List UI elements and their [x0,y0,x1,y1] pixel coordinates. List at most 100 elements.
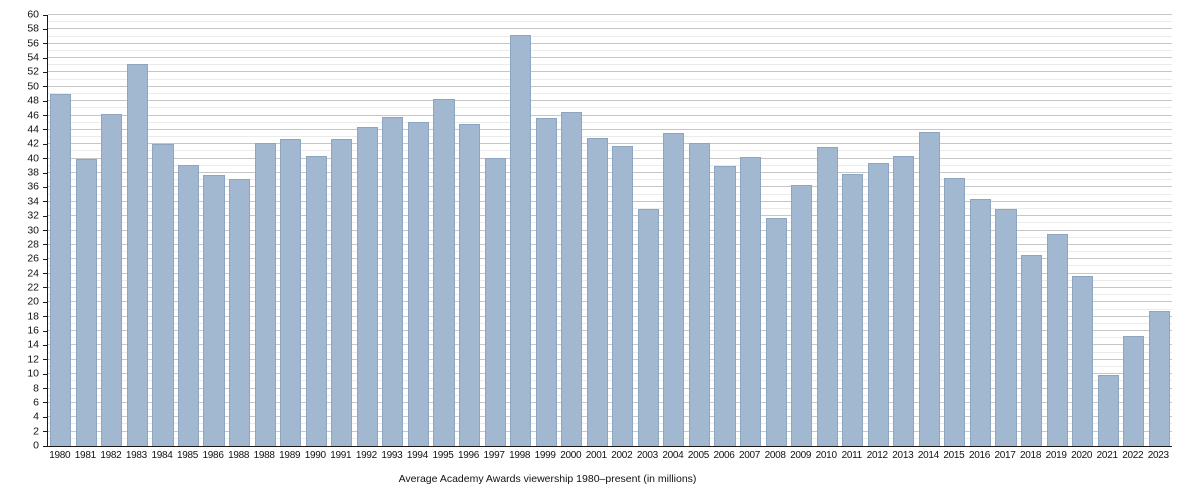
bar-slot-2013 [891,15,917,446]
y-tick-mark [42,186,47,188]
bar-slot-1985 [176,15,202,446]
bar-slot-2011 [840,15,866,446]
bar-slot-2016 [968,15,994,446]
bar-slot-1998 [508,15,534,446]
y-tick-label: 34 [27,195,39,208]
bar-1985 [177,165,200,446]
bar-2017 [995,209,1017,446]
y-tick-mark [42,258,47,260]
bar-slot-1999 [533,15,559,446]
y-tick-label: 4 [33,410,39,423]
y-tick-label: 10 [27,367,39,380]
y-tick-mark [42,230,47,231]
bar-slot-2006 [712,15,738,446]
x-tick-label: 2021 [1096,450,1118,461]
bar-slot-2015 [942,15,968,446]
y-tick-mark [42,330,47,332]
bar-slot-2000 [559,15,585,446]
x-tick-label: 1980 [49,450,71,461]
x-tick-label: 1999 [534,450,556,461]
bar-slot-1996 [457,15,483,446]
bar-2022 [1123,335,1145,446]
bar-2007 [739,157,762,446]
bar-slot-2001 [584,15,610,446]
bar-1986 [203,174,225,446]
plot-area [47,14,1172,447]
x-tick-label: 2001 [585,450,607,461]
bar-1981 [75,159,97,446]
bar-1990 [305,155,327,446]
y-tick-label: 0 [33,439,39,452]
bar-slot-2014 [917,15,943,446]
bar-slot-2003 [636,15,662,446]
bar-1982 [101,113,123,446]
bar-2016 [969,198,992,446]
bar-2004 [663,133,685,446]
y-tick-mark [42,71,47,73]
x-tick-label: 1994 [406,450,428,461]
bar-2006 [714,166,736,446]
bar-1996 [458,123,481,446]
bar-2011 [842,173,864,446]
y-tick-mark [42,416,47,418]
y-tick-label: 2 [33,425,39,438]
bar-slot-1997 [482,15,508,446]
bar-1994 [407,122,429,446]
x-tick-label: 1988 [228,450,250,461]
bar-slot-2012 [866,15,892,446]
y-tick-label: 8 [33,382,39,395]
x-tick-label: 1989 [279,450,301,461]
bar-1988 [229,178,251,446]
y-tick-mark [42,445,47,447]
bar-slot-2005 [687,15,713,446]
x-tick-label: 2011 [841,450,863,461]
y-tick-label: 28 [27,238,39,251]
bar-slot-2010 [814,15,840,446]
y-tick-mark [42,244,47,246]
bar-1995 [433,99,455,446]
x-tick-label: 1983 [125,450,147,461]
x-tick-label: 2006 [713,450,735,461]
bar-slot-2007 [738,15,764,446]
x-tick-label: 2000 [560,450,582,461]
y-tick-label: 42 [27,137,39,150]
y-tick-label: 58 [27,22,39,35]
bar-2003 [637,208,659,446]
x-tick-label: 2002 [611,450,633,461]
bar-2013 [893,155,915,446]
y-tick-label: 6 [33,396,39,409]
bar-slot-1983 [125,15,151,446]
bar-slot-1984 [150,15,176,446]
bars-layer [48,15,1172,446]
bar-slot-1986 [201,15,227,446]
y-tick-mark [42,344,47,346]
y-tick-mark [42,215,47,217]
bar-slot-1991 [329,15,355,446]
bar-slot-2021 [1095,15,1121,446]
y-tick-mark [42,100,47,102]
x-tick-label: 1981 [74,450,96,461]
x-tick-label: 2010 [815,450,837,461]
bar-slot-2020 [1070,15,1096,446]
y-tick-mark [42,57,47,59]
y-axis: 0 2 4 6 8 10 12 14 16 18 20 22 24 26 28 30 32 34 36 38 40 42 4… [0,9,47,451]
x-tick-label: 1986 [202,450,224,461]
x-tick-label: 2023 [1147,450,1169,461]
y-tick-mark [42,115,47,117]
bar-1984 [152,143,174,446]
y-tick-label: 40 [27,152,39,165]
x-tick-label: 2004 [662,450,684,461]
bar-slot-2022 [1121,15,1147,446]
bar-slot-2008 [763,15,789,446]
x-tick-label: 1992 [355,450,377,461]
y-tick-label: 30 [27,224,39,236]
x-tick-label: 2007 [739,450,761,461]
x-tick-label: 1997 [483,450,505,461]
x-tick-label: 1993 [381,450,403,461]
y-tick-mark [42,373,47,375]
y-tick-mark [42,28,47,30]
x-tick-label: 2008 [764,450,786,461]
y-tick-mark [42,402,47,404]
y-tick-label: 56 [27,37,39,50]
